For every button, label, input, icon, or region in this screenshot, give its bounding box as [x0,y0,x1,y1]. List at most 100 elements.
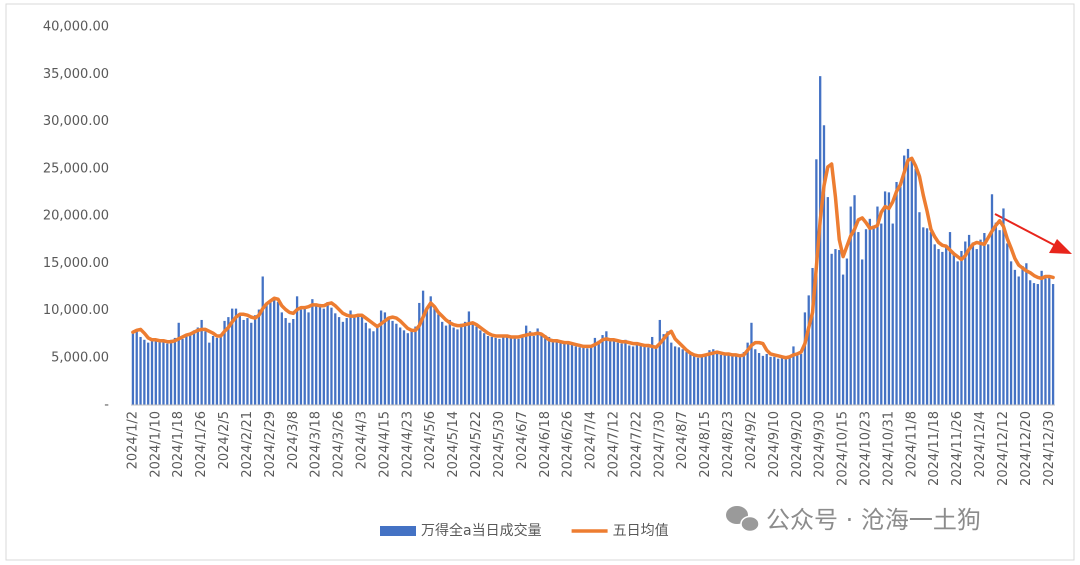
bar [738,356,742,405]
bar [925,228,929,405]
x-tick-label: 2024/2/21 [240,411,255,478]
bar [376,326,379,405]
bar [689,353,692,405]
bar [269,301,272,405]
watermark: 公众号 · 沧海一土狗 [766,506,981,534]
bar [158,339,161,405]
bar [1021,266,1024,405]
bar [704,355,707,405]
x-tick-label: 2024/4/23 [400,411,415,478]
bar [906,148,910,405]
bar [708,350,711,405]
bar [922,227,925,405]
bar [150,338,154,405]
bar [742,352,745,405]
bar [979,239,982,405]
bar [933,244,936,405]
x-tick-label: 2024/7/30 [652,411,667,478]
bar [1048,275,1051,405]
bar [948,232,952,405]
bar [357,316,360,405]
x-tick-label: 2024/8/23 [721,411,736,478]
x-tick-label: 2024/8/15 [698,411,713,478]
x-tick-label: 2024/12/20 [1019,411,1034,486]
bar [903,155,906,405]
bar [448,319,451,405]
bar [1040,270,1043,405]
x-tick-label: 2024/9/20 [790,411,805,478]
bar [666,331,669,405]
x-tick-label: 2024/2/5 [217,411,232,469]
bar [517,338,520,405]
bar [486,336,490,405]
bar [853,195,856,405]
bar [253,315,257,405]
bar [784,357,787,405]
bar [528,331,532,405]
bar [899,184,902,405]
bar [731,355,734,405]
bar [769,356,772,405]
x-tick-label: 2024/9/2 [744,411,759,469]
bar [727,353,730,405]
bar [1002,208,1005,405]
bar [483,333,486,405]
bar [780,357,784,405]
bar [231,308,234,405]
bar [929,232,933,405]
bar [540,333,543,405]
bar [712,349,715,405]
bar [700,356,703,405]
bar [341,321,345,405]
bar [521,336,524,405]
bar [265,303,268,405]
bar [406,333,409,405]
bar [643,344,646,405]
bar [276,301,280,405]
bar [834,249,837,405]
bar [662,334,665,405]
bar [990,194,994,405]
bar [654,348,658,405]
bar [880,223,883,405]
bar [883,191,887,405]
bar [1013,269,1017,405]
x-tick-label: 2024/4/3 [355,411,370,469]
bar [746,342,749,405]
bar [887,192,891,405]
bar [399,327,402,405]
x-tick-label: 2024/9/30 [813,411,828,478]
bar [509,336,513,405]
x-tick-label: 2024/1/10 [148,411,163,478]
x-tick-label: 2024/6/26 [561,411,576,478]
bar [299,309,303,405]
bar [987,244,990,405]
bar [639,345,642,405]
bar [147,342,150,405]
x-tick-label: 2024/10/23 [859,411,874,486]
bar [330,307,333,405]
x-tick-label: 2024/6/7 [515,411,530,469]
x-tick-label: 2024/1/26 [194,411,209,478]
bar [444,325,448,405]
bar [624,339,627,405]
bar [822,125,826,405]
bar [315,305,318,405]
bar [1017,276,1020,405]
bar [139,336,142,405]
x-tick-label: 2024/7/4 [584,411,599,469]
bar [177,322,180,405]
bar [1029,280,1032,405]
bar [792,346,795,405]
bar [956,261,959,405]
bar [169,339,173,405]
bar [578,347,581,405]
bar [452,327,455,405]
bar [208,342,211,405]
bar [551,339,555,405]
legend-swatch [380,526,416,536]
bar [601,335,604,405]
bar [872,225,875,405]
bar [425,308,429,405]
